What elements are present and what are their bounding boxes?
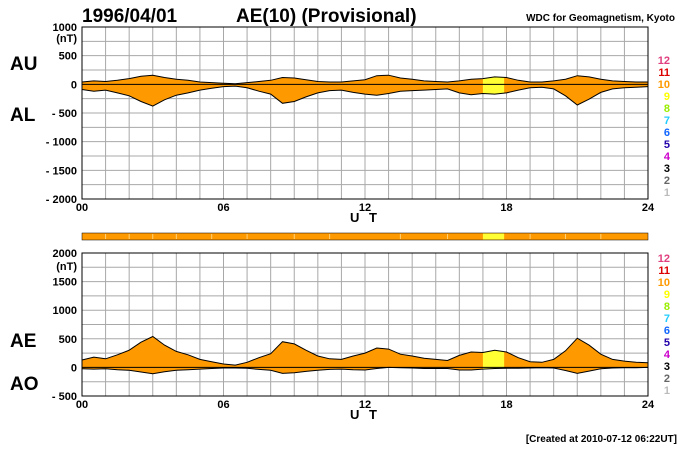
x-tick-label: 18 — [500, 399, 512, 411]
legend-entry: 4 — [664, 349, 671, 361]
y-tick-label: 1500 — [53, 277, 77, 289]
created-timestamp: [Created at 2010-07-12 06:22UT] — [526, 434, 677, 445]
legend-entry: 11 — [658, 265, 670, 277]
series-line-au — [81, 74, 648, 85]
legend-entry: 4 — [664, 151, 671, 163]
au-al-frame — [81, 26, 649, 200]
x-tick-label: 06 — [217, 399, 229, 411]
legend-entry: 10 — [658, 277, 670, 289]
legend-entry: 9 — [664, 289, 670, 301]
series-line-ao — [81, 366, 649, 375]
au-al-unit-label: (nT) — [56, 33, 77, 45]
au-label: AU — [10, 54, 37, 75]
ao-label: AO — [10, 374, 39, 395]
legend-entry: 6 — [664, 127, 670, 139]
y-tick-label: 2000 — [53, 248, 77, 260]
legend-entry: 2 — [664, 175, 670, 187]
filled-envelope — [82, 75, 648, 107]
au-al-area — [81, 74, 649, 107]
legend-entry: 10 — [658, 79, 670, 91]
y-tick-label: 1000 — [53, 22, 77, 34]
au-al-x-axis-label: U T — [350, 210, 380, 225]
legend-entry: 1 — [664, 187, 670, 199]
au-al-panel: 1000 500 0 - 500 - 1000 - 1500 - 2000 00 06 12 18… — [10, 22, 655, 225]
strip-highlight — [482, 233, 505, 240]
y-tick-label: 0 — [71, 79, 77, 91]
strip-bar — [81, 232, 649, 241]
ae-ao-grid — [82, 253, 648, 396]
legend-entry: 8 — [664, 103, 670, 115]
x-tick-label: 18 — [500, 202, 512, 214]
x-tick-label: 24 — [642, 202, 655, 214]
legend-entry: 5 — [664, 139, 670, 151]
legend-entry: 9 — [664, 91, 670, 103]
ae-ao-x-ticks: 00 06 12 18 24 — [76, 399, 655, 411]
y-tick-label: 500 — [59, 334, 77, 346]
ae-ao-x-axis-label: U T — [350, 407, 380, 422]
legend-entry: 3 — [664, 361, 670, 373]
al-label: AL — [10, 105, 36, 126]
legend-entry: 3 — [664, 163, 670, 175]
legend-entry: 7 — [664, 115, 670, 127]
organization-label: WDC for Geomagnetism, Kyoto — [526, 13, 675, 24]
x-tick-label: 06 — [217, 202, 229, 214]
y-tick-label: - 1000 — [46, 137, 77, 149]
y-tick-label: 0 — [71, 362, 77, 374]
x-tick-label: 12 — [359, 399, 371, 411]
au-al-y-ticks: 1000 500 0 - 500 - 1000 - 1500 - 2000 — [46, 22, 77, 206]
x-tick-label: 00 — [76, 202, 88, 214]
ae-label: AE — [10, 331, 36, 352]
ae-ao-frame — [81, 252, 649, 397]
y-tick-label: 1000 — [53, 305, 77, 317]
legend-entry: 8 — [664, 301, 670, 313]
ae-ao-y-ticks: 2000 1500 1000 500 0 - 500 — [52, 248, 77, 403]
legend-entry: 6 — [664, 325, 670, 337]
series-line-ae — [81, 335, 649, 366]
date-title: 1996/04/01 — [82, 6, 178, 27]
y-tick-label: - 500 — [52, 108, 77, 120]
y-tick-label: - 1500 — [46, 165, 77, 177]
x-tick-label: 24 — [642, 399, 655, 411]
legend-entry: 2 — [664, 373, 670, 385]
x-tick-label: 12 — [359, 202, 371, 214]
chart-title: AE(10) (Provisional) — [236, 6, 417, 27]
legend-entry: 7 — [664, 313, 670, 325]
y-tick-label: - 2000 — [46, 194, 77, 206]
station-count-strip — [81, 232, 649, 241]
legend-entry: 12 — [658, 55, 670, 67]
legend-entry: 12 — [658, 253, 670, 265]
x-tick-label: 00 — [76, 399, 88, 411]
legend-entry: 1 — [664, 385, 670, 397]
y-tick-label: - 500 — [52, 391, 77, 403]
legend-entry: 11 — [658, 67, 670, 79]
y-tick-label: 500 — [59, 51, 77, 63]
au-al-x-ticks: 00 06 12 18 24 — [76, 202, 655, 214]
au-al-grid — [82, 27, 648, 199]
series-line-al — [81, 85, 649, 107]
ae-ao-panel: 2000 1500 1000 500 0 - 500 00 06 12 18 24 (nT) U … — [10, 248, 655, 422]
ae-ao-unit-label: (nT) — [56, 261, 77, 273]
legend-entry: 5 — [664, 337, 670, 349]
